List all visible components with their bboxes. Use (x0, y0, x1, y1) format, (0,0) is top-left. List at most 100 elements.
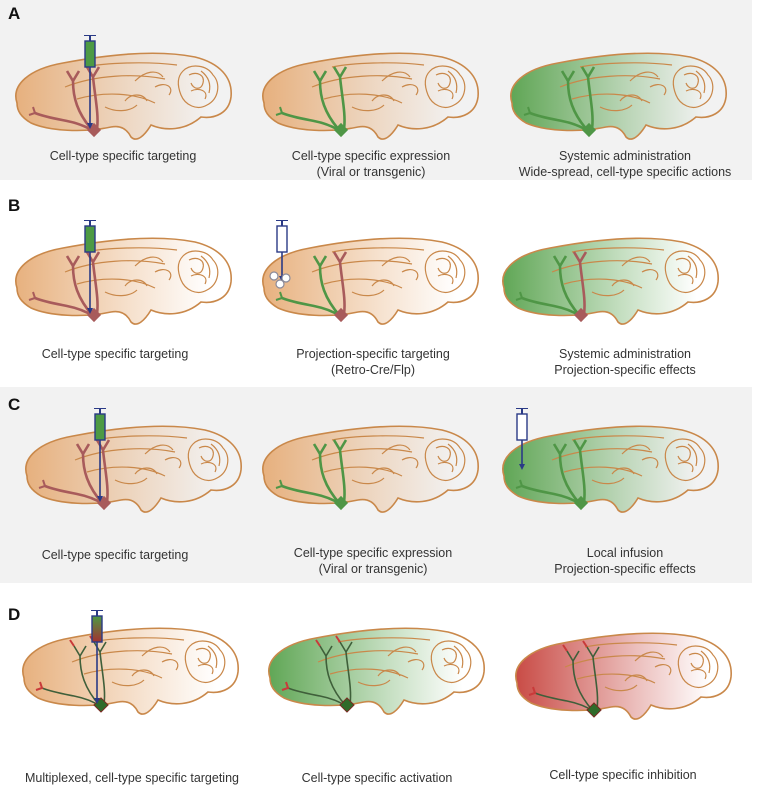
brain-b3-fold-6 (571, 247, 665, 253)
brain-c1-cerebellum-0 (187, 438, 229, 481)
brain-c1-syringe-barrel (94, 413, 106, 441)
brain-c3-fold-6 (571, 435, 665, 441)
brain-a2-fold-1 (323, 93, 403, 104)
brain-c3-neuron-1 (552, 443, 581, 505)
brain-b1-syringe-barrel (84, 225, 96, 253)
row-label-c: C (8, 395, 21, 414)
brain-c2-fold-3 (371, 467, 395, 475)
brain-c2-cerebellum-3 (447, 443, 458, 467)
brain-b3 (502, 237, 719, 325)
brain-a3 (510, 52, 727, 140)
brain-a3-terminal (523, 106, 532, 116)
brain-d3-soma (586, 702, 602, 718)
brain-c2-cerebellum-2 (437, 461, 454, 473)
brain-a2-neuron-2 (332, 66, 348, 130)
brain-a2-fold-4 (351, 104, 385, 112)
brain-b3-fold-0 (551, 260, 653, 273)
brain-a3-fold-1 (571, 93, 651, 104)
brain-d3-fold-2 (634, 651, 664, 662)
brain-c1-neuron-2 (95, 439, 111, 503)
brain-a3-fold-2 (629, 71, 659, 82)
brain-b2-soma (333, 307, 349, 323)
brain-c3-fold-2 (621, 444, 651, 455)
brain-d1-fold-3 (131, 669, 155, 677)
brain-d1-fold-1 (83, 668, 163, 679)
row-label-b: B (8, 196, 21, 215)
brain-b2 (262, 220, 479, 325)
caption-b1: Cell-type specific targeting (41, 347, 189, 361)
brain-c1-fold-4 (114, 477, 148, 485)
brain-b1-cerebellum-0 (177, 250, 219, 293)
brain-c2-fold-0 (311, 448, 413, 461)
brain-d1-neuron-2 (93, 641, 107, 705)
brain-b2-cerebellum-3 (447, 255, 458, 279)
brain-a3-fold-6 (579, 62, 673, 68)
brain-b2-axon-1 (281, 296, 341, 318)
brain-a3-fold-4 (599, 104, 633, 112)
caption-a3: Systemic administration Wide-spread, cell… (518, 149, 732, 179)
brain-a2-fold-5 (401, 83, 419, 96)
brain-c1-fold-5 (164, 456, 182, 469)
brain-a2-fold-2 (381, 71, 411, 82)
brain-b2-fold-0 (311, 260, 413, 273)
brain-c3-terminal (515, 479, 524, 489)
brain-c2-neuron-2 (332, 439, 348, 503)
brain-a1-fold-5 (154, 83, 172, 96)
brain-a1 (15, 35, 232, 140)
brain-d2-fold-4 (357, 679, 391, 687)
brain-a3-cerebellum-0 (672, 65, 714, 108)
brain-b1-fold-1 (76, 278, 156, 289)
brain-b1-fold-4 (104, 289, 138, 297)
brain-b3-cerebellum-1 (675, 257, 691, 274)
brain-a2-cerebellum-2 (437, 88, 454, 100)
brain-d3-fold-6 (584, 642, 678, 648)
brain-d3-fold-3 (624, 674, 648, 682)
brain-a3-neuron-1 (560, 70, 589, 132)
brain-d1-fold-2 (141, 646, 171, 657)
brain-c1-fold-0 (74, 448, 176, 461)
brain-a2-cerebellum-0 (424, 65, 466, 108)
brain-a1-axon-1 (34, 111, 94, 133)
brain-d1-cerebellum-3 (207, 645, 218, 669)
brain-d2-fold-3 (377, 669, 401, 677)
brain-d1-syringe-barrel (91, 615, 103, 643)
brain-a3-fold-3 (619, 94, 643, 102)
brain-a3-neuron-2 (580, 66, 596, 130)
brain-a3-cerebellum-3 (695, 70, 706, 94)
brain-d2 (268, 627, 485, 715)
brain-b2-cerebellum-1 (435, 257, 451, 274)
brain-d1-cerebellum-0 (184, 640, 226, 683)
brain-c3-soma (573, 495, 589, 511)
brain-d3-axon-1 (534, 692, 594, 712)
brain-b2-virus-particle-1 (281, 273, 291, 283)
brain-a3-cerebellum-2 (685, 88, 702, 100)
brain-d2-cerebellum-3 (453, 645, 464, 669)
brain-b1-axon-1 (34, 296, 94, 318)
brain-d3-dendrite-tips (562, 640, 588, 652)
brain-c1 (25, 408, 242, 513)
brain-b3-fold-3 (611, 279, 635, 287)
brain-c2-fold-6 (331, 435, 425, 441)
brain-d2-fold-2 (387, 646, 417, 657)
row-label-a: A (8, 4, 21, 23)
caption-b3: Systemic administration Projection-specif… (554, 347, 696, 377)
brain-b2-fold-4 (351, 289, 385, 297)
brain-a2-fold-3 (371, 94, 395, 102)
brain-c3-syringe-tip (519, 464, 525, 470)
brain-d2-soma (339, 697, 355, 713)
brain-c3 (502, 408, 719, 513)
brain-d2-cerebellum-0 (430, 640, 472, 683)
brain-c2-fold-2 (381, 444, 411, 455)
brain-b2-neuron-1 (312, 255, 341, 317)
brain-c1-axon-1 (44, 484, 104, 506)
brain-b2-fold-1 (323, 278, 403, 289)
brain-c2-terminal (275, 479, 284, 489)
brain-c2-fold-4 (351, 477, 385, 485)
brain-b3-neuron-1 (552, 255, 581, 317)
brain-a2-neuron-1 (312, 70, 341, 132)
brain-d2-cerebellum-2 (443, 663, 460, 675)
brain-d3-fold-5 (654, 663, 672, 676)
brain-c1-cerebellum-3 (210, 443, 221, 467)
brain-a2-cerebellum-3 (447, 70, 458, 94)
caption-b2: Projection-specific targeting (Retro-Cre/… (296, 347, 450, 377)
